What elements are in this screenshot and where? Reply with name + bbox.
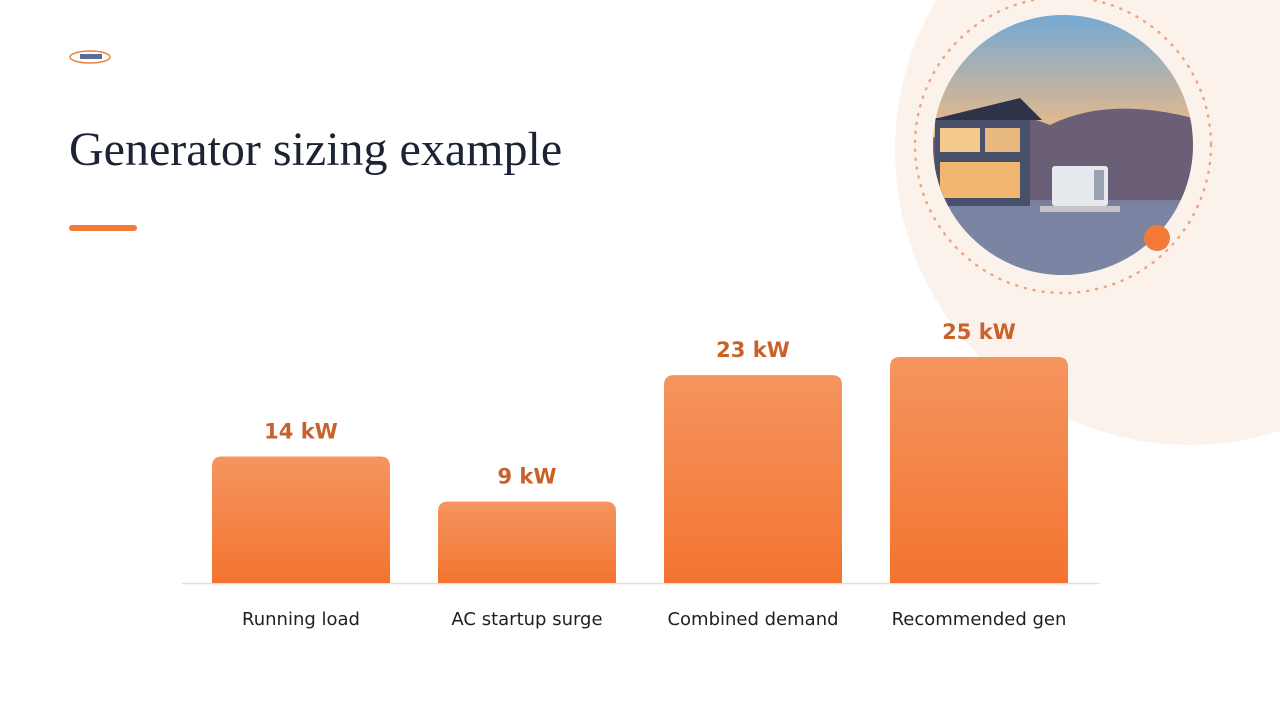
value-label: 9 kW: [497, 465, 556, 489]
value-label: 25 kW: [942, 320, 1016, 344]
house-photo: [933, 15, 1193, 275]
slide-title: Generator sizing example: [69, 123, 562, 176]
value-label: 23 kW: [716, 338, 790, 362]
dotted-ring: [913, 0, 1213, 295]
title-underline: [69, 225, 137, 231]
bar: [212, 456, 390, 583]
bar: [438, 501, 616, 583]
category-label: Recommended gen: [892, 609, 1067, 630]
category-label: Running load: [242, 609, 360, 630]
logo: [69, 50, 111, 64]
value-label: 14 kW: [264, 419, 338, 443]
bar: [890, 357, 1068, 583]
accent-dot: [1144, 225, 1170, 251]
plot: 14 kW Running load 9 kW AC startup surge 23 …: [212, 320, 1068, 630]
category-label: Combined demand: [667, 609, 838, 630]
category-label: AC startup surge: [451, 609, 602, 630]
bar: [664, 375, 842, 583]
